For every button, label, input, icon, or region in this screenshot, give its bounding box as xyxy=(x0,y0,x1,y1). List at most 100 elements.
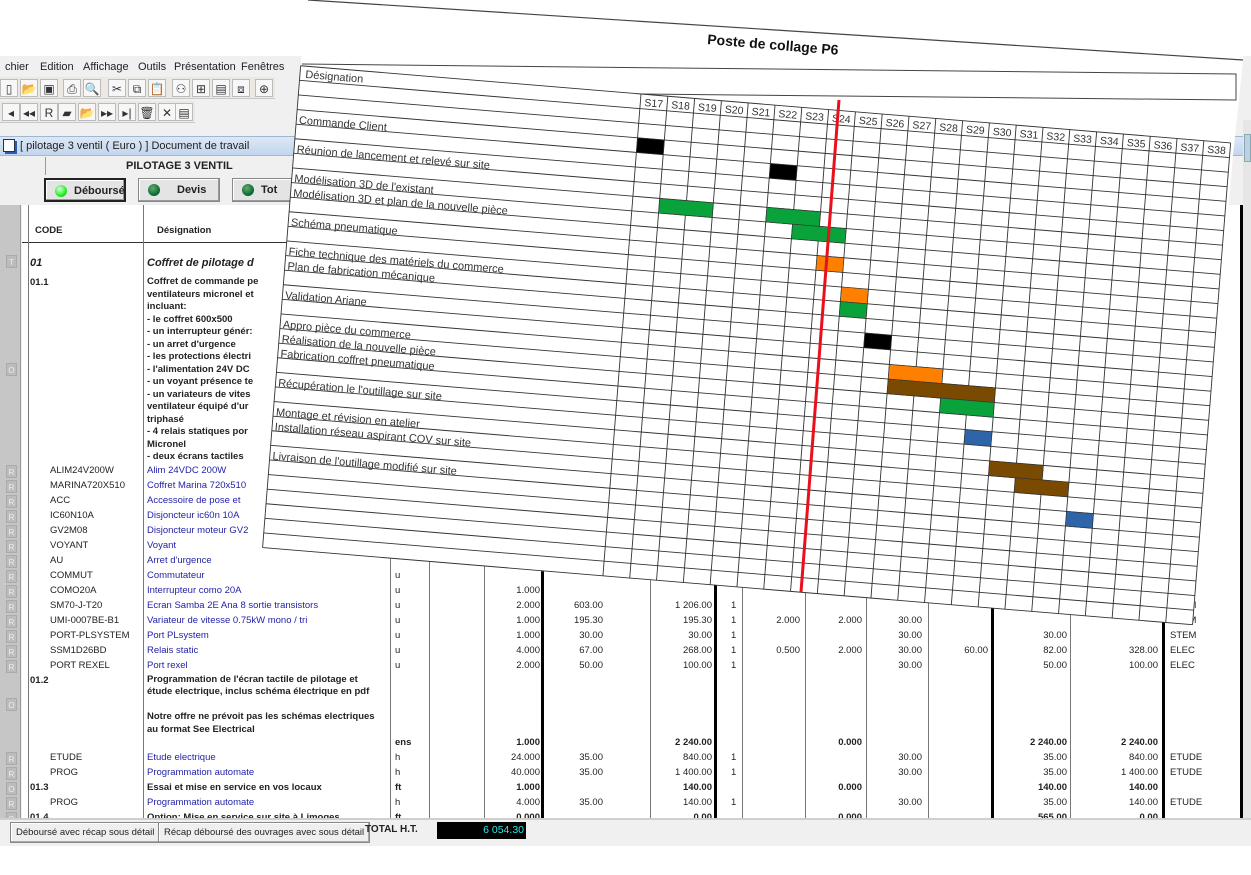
menu-item[interactable]: Edition xyxy=(40,61,74,73)
row-marker-r[interactable]: R xyxy=(6,797,17,810)
row-marker-r[interactable]: R xyxy=(6,767,17,780)
row-designation: Commutateur xyxy=(147,569,205,581)
cell-c10: 1 400.00 xyxy=(1121,767,1158,778)
print-icon[interactable]: ⎙ xyxy=(63,79,81,97)
debourse-button[interactable]: Déboursé xyxy=(44,178,126,202)
menu-item[interactable]: Fenêtres xyxy=(241,61,285,73)
description-line: - le coffret 600x500 xyxy=(147,313,233,325)
description-line: Micronel xyxy=(147,438,187,450)
header-divider xyxy=(22,242,390,243)
table-row[interactable]: VOYANT Voyant xyxy=(0,539,1240,554)
row-designation: Programmation automate xyxy=(147,797,255,808)
table-row[interactable]: ACC Accessoire de pose et xyxy=(0,494,1240,509)
table-row[interactable]: ETUDE Etude electrique h 24.000 35.00 840.00 1… xyxy=(0,751,1240,766)
previous-fast-icon[interactable]: ◂◂ xyxy=(20,103,38,121)
table-row[interactable]: COMO20A Interrupteur como 20A u 1.000 xyxy=(0,584,1240,599)
row-marker-r[interactable]: R xyxy=(6,524,17,538)
table-row[interactable]: PORT-PLSYSTEM Port PLsystem u 1.000 30.00 30.… xyxy=(0,629,1240,644)
table-row[interactable]: 01.4 Option: Mise en service sur site à L… xyxy=(0,811,1240,826)
zoom-icon[interactable]: ⊕ xyxy=(255,79,273,97)
row-marker-t[interactable]: T xyxy=(6,255,17,268)
week-label: S21 xyxy=(751,106,771,120)
table-row[interactable]: PORT REXEL Port rexel u 2.000 50.00 100.00 1 30… xyxy=(0,659,1240,674)
table-row[interactable]: SSM1D26BD Relais static u 4.000 67.00 268.00 1… xyxy=(0,644,1240,659)
cut-icon[interactable]: ✂ xyxy=(108,79,126,97)
table-row[interactable]: MARINA720X510 Coffret Marina 720x510 xyxy=(0,479,1240,494)
gantt-row-line xyxy=(294,138,1225,217)
row-marker-r[interactable]: R xyxy=(6,644,17,658)
gantt-bar-S26-S26 xyxy=(863,332,893,351)
row-marker-r[interactable]: R xyxy=(6,539,17,553)
menu-item[interactable]: Affichage xyxy=(83,61,129,73)
table-row[interactable]: COMMUT Commutateur u xyxy=(0,569,1240,584)
edit-r-icon[interactable]: R xyxy=(40,103,58,121)
properties-icon[interactable]: ⊞ xyxy=(192,79,210,97)
row-marker-r[interactable]: R xyxy=(6,464,17,478)
last-record-icon[interactable]: ▸| xyxy=(118,103,136,121)
cell-qty: 1.000 xyxy=(516,584,540,596)
devis-label: Devis xyxy=(177,184,207,196)
open-icon[interactable]: 📂 xyxy=(78,103,96,121)
paste-icon[interactable]: 📋 xyxy=(148,79,166,97)
table-row[interactable]: AU Arret d'urgence xyxy=(0,554,1240,569)
row-marker-r[interactable]: R xyxy=(6,494,17,508)
vertical-scrollbar[interactable] xyxy=(1243,120,1251,818)
copy-icon[interactable]: ⧉ xyxy=(128,79,146,97)
row-marker-r[interactable]: R xyxy=(6,554,17,568)
print-preview-icon[interactable]: 🔍 xyxy=(83,79,101,97)
table-row[interactable]: 01 Coffret de pilotage d xyxy=(0,254,1240,276)
document-icon[interactable]: ▤ xyxy=(212,79,230,97)
table-row[interactable]: IC60N10A Disjoncteur ic60n 10A xyxy=(0,509,1240,524)
row-marker-r[interactable]: R xyxy=(6,614,17,628)
table-row[interactable]: PROG Programmation automate h 4.000 35.00 140… xyxy=(0,796,1240,811)
table-row[interactable]: ens 1.000 2 240.00 0.000 2 240.00 2 240.00 xyxy=(0,736,1240,751)
gantt-row-line xyxy=(290,196,1221,275)
first-record-icon[interactable]: ◂ xyxy=(2,103,20,121)
cell-c9: 2 240.00 xyxy=(1030,737,1067,748)
table-row[interactable]: 01.2 Programmation de l'écran tactile de … xyxy=(0,674,1240,737)
row-marker-r[interactable]: R xyxy=(6,659,17,673)
menu-item[interactable]: Outils xyxy=(138,61,167,73)
book-icon[interactable]: ▰ xyxy=(58,103,76,121)
gantt-row-line xyxy=(295,123,1227,202)
description-line: - deux écrans tactiles xyxy=(147,451,244,462)
row-marker-r[interactable]: R xyxy=(6,584,17,598)
new-document-icon[interactable]: ▯ xyxy=(0,79,18,97)
menu-item[interactable]: Présentation xyxy=(174,61,236,73)
row-marker-r[interactable]: R xyxy=(6,629,17,643)
row-marker-r[interactable]: R xyxy=(6,599,17,613)
import-document-icon[interactable]: ▤ xyxy=(175,103,193,121)
row-marker-o[interactable]: O xyxy=(6,782,17,795)
row-marker-r[interactable]: R xyxy=(6,509,17,523)
cell-c9: 50.00 xyxy=(1043,659,1067,671)
cell-c9: 35.00 xyxy=(1043,752,1067,763)
cell-unit: u xyxy=(395,659,401,671)
cell-unit: u xyxy=(395,614,401,626)
cell-total: 1 206.00 xyxy=(675,599,712,611)
open-folder-icon[interactable]: 📂 xyxy=(20,79,38,97)
cell-c9: 82.00 xyxy=(1043,644,1067,656)
row-marker-r[interactable]: R xyxy=(6,752,17,765)
cell-qty: 2.000 xyxy=(516,659,540,671)
table-row[interactable]: GV2M08 Disjoncteur moteur GV2 xyxy=(0,524,1240,539)
tree-structure-icon[interactable]: ⚇ xyxy=(172,79,190,97)
table-row[interactable]: ALIM24V200W Alim 24VDC 200W xyxy=(0,464,1240,479)
menu-item[interactable]: chier xyxy=(5,61,29,73)
table-row[interactable]: PROG Programmation automate h 40.000 35.00 1 … xyxy=(0,766,1240,781)
recap-ouvrages-button[interactable]: Récap déboursé des ouvrages avec sous dé… xyxy=(158,822,371,843)
document-copy-icon[interactable]: ⧈ xyxy=(232,79,250,97)
devis-button[interactable]: Devis xyxy=(138,178,220,202)
row-marker-r[interactable]: R xyxy=(6,479,17,493)
row-marker-o[interactable]: O xyxy=(6,697,17,711)
table-row[interactable]: 01.1 Coffret de commande pe ventilateurs m… xyxy=(0,276,1240,464)
row-marker-o[interactable]: O xyxy=(6,362,17,376)
table-row[interactable]: 01.3 Essai et mise en service en vos loca… xyxy=(0,781,1240,796)
gantt-column-line xyxy=(1111,136,1151,619)
cell-total: 100.00 xyxy=(682,659,712,671)
row-marker-r[interactable]: R xyxy=(6,569,17,583)
row-code: VOYANT xyxy=(50,539,89,551)
gantt-row-line xyxy=(277,357,1208,436)
trash-icon[interactable]: 🗑 xyxy=(138,103,156,121)
save-icon[interactable]: ▣ xyxy=(40,79,58,97)
next-fast-icon[interactable]: ▸▸ xyxy=(98,103,116,121)
